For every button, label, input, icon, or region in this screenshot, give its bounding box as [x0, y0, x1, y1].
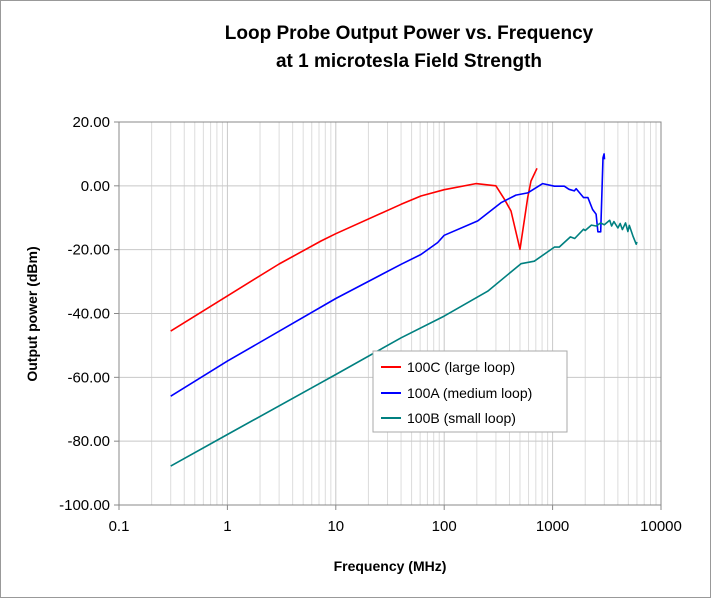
x-tick-label: 10000 [640, 518, 682, 535]
series-lines [170, 153, 638, 467]
legend: 100C (large loop) 100A (medium loop) 100… [372, 350, 568, 433]
legend-label-100b: 100B (small loop) [407, 410, 516, 426]
y-tick-label: 0.00 [81, 178, 110, 195]
y-tick-label: -60.00 [67, 369, 110, 386]
x-tick-label: 0.1 [109, 518, 130, 535]
grid [118, 121, 661, 506]
x-tick-label: 1000 [536, 518, 569, 535]
x-tick-label: 10 [327, 518, 344, 535]
chart-title-line-1: Loop Probe Output Power vs. Frequency [225, 23, 594, 44]
legend-label-100a: 100A (medium loop) [407, 385, 532, 401]
y-tick-label: -40.00 [67, 306, 110, 323]
x-axis-ticks: 0.1 1 10 100 1000 10000 [109, 505, 682, 535]
y-axis-label: Output power (dBm) [24, 246, 40, 381]
y-axis-ticks: 20.00 0.00 -20.00 -40.00 -60.00 -80.00 -100.00 [59, 114, 119, 514]
x-tick-label: 1 [223, 518, 231, 535]
y-tick-label: 20.00 [72, 114, 110, 131]
y-tick-label: -80.00 [67, 433, 110, 450]
chart-title-line-2: at 1 microtesla Field Strength [276, 51, 542, 72]
x-tick-label: 100 [432, 518, 457, 535]
legend-box [372, 350, 568, 433]
series-line-100a [170, 153, 606, 397]
series-line-100b [170, 219, 638, 467]
y-tick-label: -100.00 [59, 497, 110, 514]
x-axis-label: Frequency (MHz) [334, 558, 447, 574]
y-tick-label: -20.00 [67, 242, 110, 259]
legend-label-100c: 100C (large loop) [407, 359, 515, 375]
series-line-100c [170, 167, 538, 332]
